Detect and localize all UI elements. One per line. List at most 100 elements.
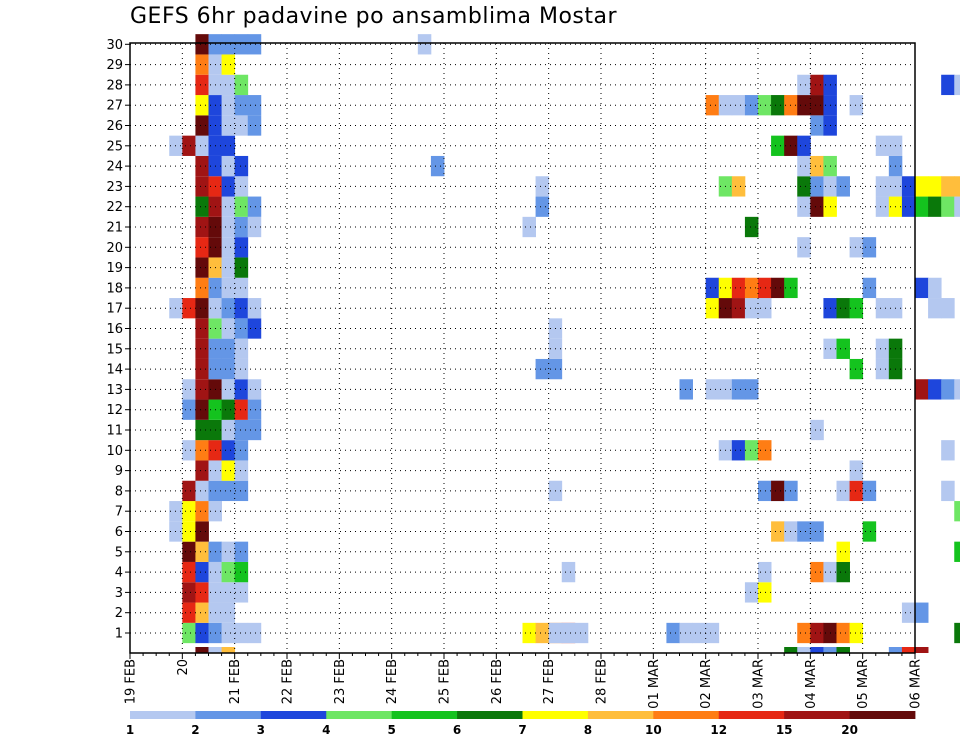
heatmap-cell	[182, 521, 196, 542]
heatmap-cell	[875, 298, 890, 319]
heatmap-cell	[849, 460, 864, 481]
y-tick-label: 27	[106, 99, 123, 114]
heatmap-cell	[797, 521, 811, 542]
heatmap-cell	[875, 338, 890, 359]
heatmap-cell	[247, 399, 262, 420]
x-tick-label: 01 MAR	[647, 659, 662, 709]
heatmap-cell	[862, 237, 877, 258]
heatmap-cell	[797, 237, 811, 258]
colorbar-label: 15	[776, 723, 793, 737]
heatmap-cell	[941, 480, 955, 502]
heatmap-cell	[221, 95, 236, 116]
heatmap-cell	[744, 298, 759, 319]
heatmap-cell	[234, 298, 249, 319]
chart-title: GEFS 6hr padavine po ansamblima Mostar	[130, 4, 618, 29]
heatmap-cell	[195, 155, 209, 177]
heatmap-cell	[221, 135, 236, 156]
heatmap-cell	[234, 237, 249, 258]
y-tick-label: 5	[115, 545, 123, 560]
heatmap-cell	[679, 622, 693, 644]
heatmap-cell	[221, 358, 236, 380]
y-tick-label: 24	[106, 160, 123, 175]
heatmap-cell	[941, 298, 955, 319]
heatmap-cell	[731, 298, 746, 319]
colorbar-label: 20	[841, 723, 858, 737]
heatmap-cell	[875, 176, 890, 197]
y-tick-label: 6	[115, 525, 123, 540]
heatmap-cell	[234, 277, 249, 299]
heatmap-cell	[195, 34, 209, 55]
heatmap-cell	[195, 541, 209, 562]
y-tick-label: 13	[106, 383, 123, 398]
colorbar-swatch	[522, 711, 589, 719]
dotted-grid	[130, 43, 915, 653]
colorbar-label: 1	[126, 723, 134, 737]
heatmap-cell	[758, 582, 772, 603]
heatmap-cell	[234, 622, 249, 644]
heatmap-cell	[771, 135, 785, 156]
x-axis: 19 FEB 20 21 FEB 22 FEB 23 FEB 24 FEB 25 FEB 26…	[124, 653, 924, 709]
heatmap-cell	[234, 216, 249, 238]
x-tick-label: 20	[176, 659, 191, 676]
colorbar-label: 10	[645, 723, 662, 737]
heatmap-cell	[758, 440, 772, 461]
heatmap-cell	[195, 480, 209, 502]
y-tick-label: 30	[106, 38, 123, 53]
heatmap-cell	[836, 338, 850, 359]
heatmap-cell	[731, 440, 746, 461]
heatmap-cell	[221, 338, 236, 359]
y-tick-label: 19	[106, 261, 123, 276]
heatmap-cell	[195, 582, 209, 603]
heatmap-cell	[941, 440, 955, 461]
heatmap-cell	[705, 379, 720, 400]
heatmap-cell	[744, 440, 759, 461]
heatmap-cell	[234, 155, 249, 177]
heatmap-cell	[758, 561, 772, 583]
y-tick-label: 22	[106, 200, 123, 215]
heatmap-cell	[849, 237, 864, 258]
y-tick-label: 28	[106, 78, 123, 93]
x-tick-label: 21 FEB	[228, 659, 243, 704]
heatmap-cell	[195, 358, 209, 380]
heatmap-cell	[182, 480, 196, 502]
heatmap-cell	[221, 257, 236, 278]
heatmap-cell	[915, 647, 929, 653]
heatmap-cell	[810, 647, 824, 653]
heatmap-cell	[522, 216, 536, 238]
colorbar-label: 4	[322, 723, 330, 737]
heatmap-cell	[182, 622, 196, 644]
heatmap-cell	[195, 419, 209, 441]
heatmap-cell	[941, 379, 955, 400]
heatmap-cell	[849, 480, 864, 502]
heatmap-cell	[771, 480, 785, 502]
y-tick-label: 3	[115, 586, 123, 601]
heatmap-cell	[705, 298, 720, 319]
heatmap-cell	[195, 318, 209, 339]
colorbar-swatch	[849, 711, 916, 719]
heatmap-cell	[731, 277, 746, 299]
heatmap-cell	[221, 216, 236, 238]
heatmap-cell	[195, 647, 209, 653]
heatmap-cell	[195, 602, 209, 623]
heatmap-cell	[234, 419, 249, 441]
heatmap-cell	[849, 298, 864, 319]
heatmap-cell	[915, 602, 929, 623]
colorbar-swatch	[784, 711, 850, 719]
heatmap-cell	[679, 379, 693, 400]
heatmap-cell	[234, 480, 249, 502]
heatmap-cell	[810, 521, 824, 542]
heatmap-cell	[182, 399, 196, 420]
x-tick-label: 23 FEB	[333, 659, 348, 704]
heatmap-cell	[195, 338, 209, 359]
heatmap-cell	[195, 54, 209, 75]
heatmap-cell	[705, 95, 720, 116]
heatmap-cell	[182, 541, 196, 562]
heatmap-cell	[574, 622, 589, 644]
heatmap-cell	[195, 135, 209, 156]
heatmap-cell	[195, 74, 209, 96]
colorbar: 1 2 3 4 5 6 7 8 10 12 15 20	[126, 711, 916, 737]
colorbar-swatch	[457, 711, 523, 719]
colorbar-swatch	[326, 711, 393, 719]
heatmap-cell	[888, 647, 903, 653]
heatmap-cell	[234, 582, 249, 603]
